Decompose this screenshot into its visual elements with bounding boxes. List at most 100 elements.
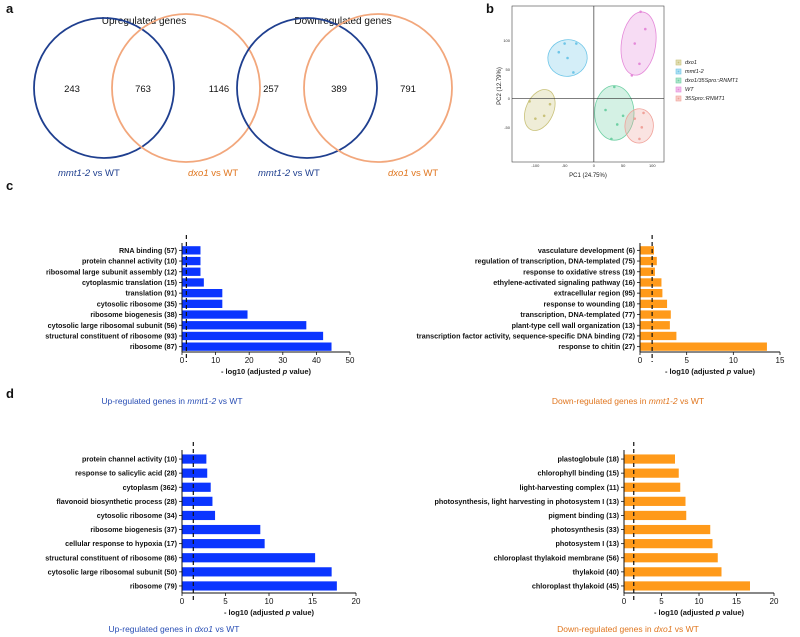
bar bbox=[182, 246, 201, 255]
bar bbox=[624, 567, 722, 577]
bar bbox=[624, 581, 750, 591]
pca-point bbox=[548, 102, 552, 106]
x-tick-label: 10 bbox=[695, 597, 704, 606]
bar bbox=[624, 496, 686, 506]
pca-xtick: 0 bbox=[593, 163, 596, 168]
bar bbox=[624, 553, 718, 563]
category-label: chloroplast thylakoid (45) bbox=[532, 581, 620, 590]
category-label: response to oxidative stress (19) bbox=[523, 267, 635, 276]
chart-caption-part: Up-regulated genes in bbox=[109, 624, 195, 634]
chart-caption-part: vs WT bbox=[213, 624, 239, 634]
legend-dot bbox=[677, 61, 680, 64]
x-axis-label-part: - log10 (adjusted bbox=[221, 367, 283, 376]
legend-entry: WT bbox=[685, 87, 694, 93]
x-axis-label-part: p bbox=[282, 367, 288, 376]
venn-circle-mmt1-2 bbox=[33, 17, 175, 159]
pca-ytick: -50 bbox=[504, 125, 511, 130]
legend-entry: dxo1/35Spro::RNMT1 bbox=[685, 78, 738, 84]
x-tick-label: 10 bbox=[211, 356, 220, 365]
x-axis-label-part: value) bbox=[731, 367, 755, 376]
bar bbox=[640, 267, 655, 276]
chart-caption-part: Down-regulated genes in bbox=[552, 396, 649, 406]
category-label: cytosolic ribosome (34) bbox=[97, 511, 178, 520]
chart-caption-part: vs WT bbox=[216, 396, 242, 406]
venn-downregulated: Downregulated genes 257 389 791 mmt1-2 v… bbox=[236, 13, 453, 179]
venn-label-left: mmt1-2 vs WT bbox=[258, 168, 320, 179]
pca-point bbox=[542, 114, 546, 118]
bar-chart-up-mmt1-2: RNA binding (57) protein channel activity… bbox=[45, 235, 355, 406]
bar bbox=[182, 299, 223, 308]
category-label: response to salicylic acid (28) bbox=[75, 469, 177, 478]
category-label: pigment binding (13) bbox=[548, 511, 619, 520]
pca-point bbox=[557, 50, 561, 54]
category-label: ribosome biogenesis (38) bbox=[90, 310, 177, 319]
chart-caption: Down-regulated genes in mmt1-2 vs WT bbox=[552, 396, 704, 406]
panel-label-b: b bbox=[486, 1, 494, 16]
pca-point bbox=[639, 10, 642, 14]
category-label: transcription factor activity, sequence-… bbox=[417, 331, 636, 340]
bar bbox=[182, 524, 261, 535]
x-axis-label: - log10 (adjusted p value) bbox=[224, 608, 315, 617]
bar bbox=[182, 454, 207, 464]
category-label: vasculature development (6) bbox=[538, 246, 636, 255]
x-tick-label: 15 bbox=[308, 597, 317, 606]
legend-dot bbox=[677, 88, 680, 91]
chart-caption-part: mmt1-2 bbox=[649, 396, 678, 406]
category-label: ribosome (87) bbox=[130, 342, 178, 351]
category-label: thylakoid (40) bbox=[573, 567, 620, 576]
x-axis-label-part: value) bbox=[720, 608, 744, 617]
venn-count-overlap: 389 bbox=[331, 84, 347, 95]
category-label: response to wounding (18) bbox=[544, 299, 636, 308]
pca-point bbox=[633, 117, 637, 120]
x-tick-label: 0 bbox=[622, 597, 627, 606]
x-tick-label: 5 bbox=[684, 356, 689, 365]
category-label: photosynthesis (33) bbox=[551, 525, 619, 534]
category-label: ribosome biogenesis (37) bbox=[90, 525, 177, 534]
venn-count-overlap: 763 bbox=[135, 84, 151, 95]
bar-chart-up-dxo1: protein channel activity (10) response to… bbox=[45, 442, 361, 634]
bar bbox=[182, 539, 265, 549]
pca-xtick: 100 bbox=[649, 163, 656, 168]
legend-dot bbox=[677, 70, 680, 73]
chart-caption-part: Up-regulated genes in bbox=[101, 396, 187, 406]
bar bbox=[624, 468, 679, 478]
category-label: regulation of transcription, DNA-templat… bbox=[475, 257, 636, 266]
category-label: protein channel activity (10) bbox=[82, 257, 178, 266]
category-label: flavonoid biosynthetic process (28) bbox=[56, 497, 177, 506]
bar bbox=[624, 454, 675, 464]
category-label: structural constituent of ribosome (93) bbox=[45, 331, 177, 340]
category-label: chloroplast thylakoid membrane (56) bbox=[494, 553, 620, 562]
bar bbox=[640, 246, 654, 255]
x-tick-label: 0 bbox=[180, 597, 185, 606]
category-label: RNA binding (57) bbox=[119, 246, 178, 255]
category-label: structural constituent of ribosome (86) bbox=[45, 553, 177, 562]
bar bbox=[624, 482, 681, 492]
bar bbox=[182, 278, 204, 287]
category-label: response to chitin (27) bbox=[558, 342, 635, 351]
x-axis-label-part: - log10 (adjusted bbox=[665, 367, 727, 376]
panel-label-c: c bbox=[6, 178, 13, 193]
bar bbox=[624, 510, 687, 521]
bar bbox=[182, 567, 332, 577]
pca-point bbox=[575, 42, 578, 45]
pca-point bbox=[610, 137, 613, 141]
pca-point bbox=[638, 62, 641, 66]
bar bbox=[182, 482, 211, 492]
pca-point bbox=[615, 123, 619, 126]
pca-ellipse-WT bbox=[620, 11, 657, 76]
pca-plot: -100 -50 0 50 100 -50 0 50 100 PC1 (24.75%) PC2 … bbox=[497, 5, 738, 179]
pca-xtick: 50 bbox=[621, 163, 626, 168]
venn-count-left: 243 bbox=[64, 84, 80, 95]
venn-count-right: 791 bbox=[400, 84, 416, 95]
pca-point bbox=[638, 137, 641, 141]
bar bbox=[182, 553, 316, 563]
category-label: cellular response to hypoxia (17) bbox=[65, 539, 177, 548]
pca-ytick: 0 bbox=[508, 96, 511, 101]
venn-label-left: mmt1-2 vs WT bbox=[58, 168, 120, 179]
chart-caption-part: vs WT bbox=[678, 396, 704, 406]
chart-caption-part: Down-regulated genes in bbox=[557, 624, 654, 634]
pca-point bbox=[630, 74, 634, 77]
x-tick-label: 5 bbox=[659, 597, 664, 606]
bar bbox=[640, 321, 670, 330]
bar bbox=[182, 510, 216, 521]
